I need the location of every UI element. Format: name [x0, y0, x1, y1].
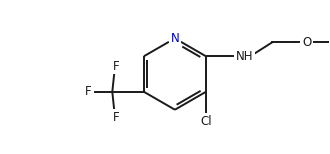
Text: F: F [113, 111, 119, 124]
Text: N: N [171, 32, 179, 45]
Text: Cl: Cl [200, 115, 212, 128]
Text: F: F [113, 60, 119, 73]
Text: NH: NH [236, 50, 253, 63]
Text: F: F [85, 85, 92, 98]
Text: O: O [302, 36, 312, 49]
